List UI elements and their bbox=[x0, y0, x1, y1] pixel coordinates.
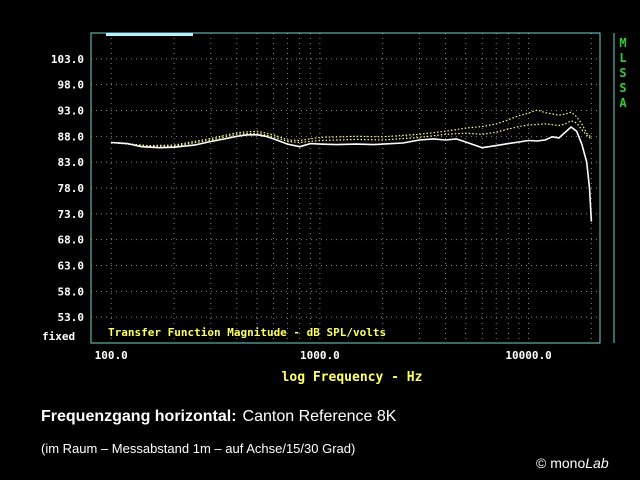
x-tick-label: 100.0 bbox=[95, 349, 128, 362]
monolab-logo: © monoLab bbox=[536, 455, 609, 471]
series-line-off-axis bbox=[111, 120, 592, 147]
side-label-letter: S bbox=[619, 66, 626, 80]
caption-title: Frequenzgang horizontal: Canton Reference… bbox=[41, 408, 396, 426]
y-tick-label: 68.0 bbox=[58, 234, 85, 247]
logo-italic: Lab bbox=[585, 455, 609, 471]
y-bottom-label: fixed bbox=[42, 330, 75, 343]
scroll-indicator-bar bbox=[106, 33, 193, 36]
x-tick-label: 1000.0 bbox=[300, 349, 340, 362]
y-tick-label: 83.0 bbox=[58, 156, 85, 169]
side-label-letter: M bbox=[619, 36, 626, 50]
y-tick-label: 78.0 bbox=[58, 182, 85, 195]
plot-title: Transfer Function Magnitude - dB SPL/vol… bbox=[108, 326, 386, 339]
plot-frame bbox=[90, 32, 601, 344]
side-label-letter: S bbox=[619, 81, 626, 95]
y-tick-label: 98.0 bbox=[58, 79, 85, 92]
copyright-symbol: © bbox=[536, 455, 547, 471]
series-line-off-axis bbox=[111, 109, 592, 147]
y-tick-label: 73.0 bbox=[58, 208, 85, 221]
y-tick-labels: 103.0 98.0 93.0 88.0 83.0 78.0 73.0 68.0 63.0 58.… bbox=[51, 53, 84, 324]
y-tick-label: 93.0 bbox=[58, 105, 85, 118]
y-tick-label: 103.0 bbox=[51, 53, 84, 66]
logo-plain: mono bbox=[550, 455, 586, 471]
frequency-response-chart: 103.0 98.0 93.0 88.0 83.0 78.0 73.0 68.0 63.0 58.… bbox=[42, 32, 627, 385]
caption-title-bold: Frequenzgang horizontal: bbox=[41, 408, 237, 425]
grid-layer bbox=[91, 33, 600, 343]
series-line-on-axis bbox=[111, 126, 593, 222]
side-label-letter: L bbox=[619, 51, 626, 65]
side-label-letter: A bbox=[619, 96, 627, 110]
series-layer bbox=[111, 109, 593, 222]
y-tick-label: 63.0 bbox=[58, 260, 85, 273]
caption-title-product: Canton Reference 8K bbox=[242, 408, 397, 425]
y-tick-label: 58.0 bbox=[58, 285, 85, 298]
x-tick-label: 10000.0 bbox=[505, 349, 551, 362]
y-tick-label: 53.0 bbox=[58, 311, 85, 324]
y-tick-label: 88.0 bbox=[58, 130, 85, 143]
x-tick-labels: 100.0 1000.0 10000.0 bbox=[95, 349, 552, 362]
caption-subtitle: (im Raum – Messabstand 1m – auf Achse/15… bbox=[41, 441, 356, 456]
x-axis-label: log Frequency - Hz bbox=[282, 370, 423, 385]
